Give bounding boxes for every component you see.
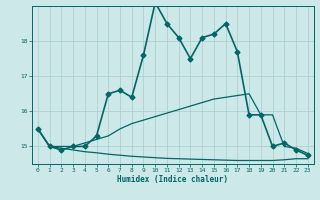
X-axis label: Humidex (Indice chaleur): Humidex (Indice chaleur)	[117, 175, 228, 184]
